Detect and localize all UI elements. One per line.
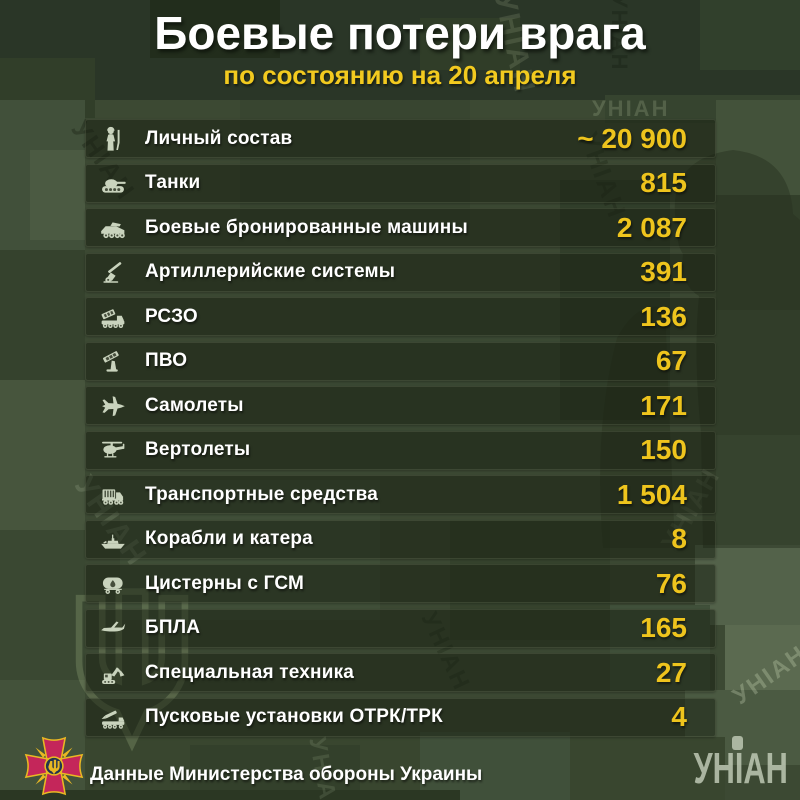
table-row: Цистерны с ГСМ 76: [85, 564, 716, 603]
camo-patch: [725, 625, 800, 690]
camo-patch: [0, 790, 460, 800]
camo-patch: [150, 0, 280, 58]
table-row: РСЗО 136: [85, 297, 716, 336]
row-label: Личный состав: [145, 127, 293, 149]
excavator-icon: [98, 658, 128, 688]
camo-patch: [700, 0, 800, 70]
table-row: Пусковые установки ОТРК/ТРК 4: [85, 697, 716, 737]
row-value: ~ 20 900: [577, 122, 687, 154]
row-value: 76: [655, 567, 687, 599]
mlrs-icon: [98, 302, 128, 332]
losses-table: Личный состав ~ 20 900 Танки 815 Боевые брон…: [85, 119, 716, 737]
unian-logo: УНІАН: [668, 733, 788, 795]
table-row: Артиллерийские системы 391: [85, 252, 716, 292]
row-label: Вертолеты: [145, 439, 251, 460]
table-row: Танки 815: [85, 163, 716, 203]
row-value: 2 087: [616, 211, 687, 243]
row-value: 391: [640, 256, 687, 287]
row-label: РСЗО: [145, 305, 198, 327]
helicopter-icon: [98, 435, 128, 465]
row-label: Транспортные средства: [145, 483, 379, 505]
apc-icon: [98, 213, 128, 243]
air-defense-icon: [98, 346, 128, 376]
row-value: 171: [640, 389, 687, 421]
camo-patch: [0, 530, 85, 680]
table-row: Вертолеты 150: [85, 430, 716, 470]
camo-patch: [0, 380, 85, 530]
drone-icon: [98, 613, 128, 643]
ship-icon: [98, 524, 128, 554]
row-value: 27: [655, 656, 687, 688]
table-row: Личный состав ~ 20 900: [85, 119, 716, 158]
table-row: Корабли и катера 8: [85, 519, 716, 559]
row-label: Танки: [145, 172, 201, 193]
armed-forces-emblem: [25, 736, 83, 795]
unian-logo-text: УНІАН: [693, 744, 788, 793]
row-value: 4: [671, 701, 687, 732]
unian-logo-dot: [732, 736, 743, 750]
camo-patch: [420, 18, 520, 70]
row-label: ПВО: [145, 350, 188, 371]
table-row: Специальная техника 27: [85, 653, 716, 692]
page-subtitle: по состоянию на 20 апреля: [223, 60, 577, 90]
page-title: Боевые потери врага: [154, 7, 646, 59]
row-label: Самолеты: [145, 394, 244, 416]
tank-icon: [98, 168, 128, 198]
row-value: 1 504: [616, 478, 687, 510]
row-label: Корабли и катера: [145, 528, 313, 549]
table-row: БПЛА 165: [85, 608, 716, 648]
row-value: 165: [640, 612, 687, 643]
artillery-icon: [98, 257, 128, 287]
row-label: Пусковые установки ОТРК/ТРК: [145, 706, 443, 727]
camo-patch: [30, 150, 85, 240]
row-label: Артиллерийские системы: [145, 261, 396, 282]
data-source-text: Данные Министерства обороны Украины: [90, 764, 483, 785]
row-value: 8: [671, 523, 687, 554]
fuel-tank-icon: [98, 569, 128, 599]
jet-icon: [98, 391, 128, 421]
table-row: Боевые бронированные машины 2 087: [85, 208, 716, 247]
table-row: Самолеты 171: [85, 386, 716, 425]
camo-patch: [420, 732, 570, 800]
truck-icon: [98, 480, 128, 510]
row-value: 67: [655, 345, 687, 376]
camo-patch: [0, 250, 85, 380]
row-value: 136: [640, 300, 687, 332]
watermark-text: УНІАН: [592, 96, 670, 121]
table-row: ПВО 67: [85, 341, 716, 381]
soldier-icon: [98, 124, 128, 154]
row-value: 815: [640, 167, 687, 198]
row-label: БПЛА: [145, 617, 201, 638]
row-label: Боевые бронированные машины: [145, 216, 468, 238]
row-value: 150: [640, 434, 687, 465]
table-row: Транспортные средства 1 504: [85, 475, 716, 514]
row-label: Специальная техника: [145, 661, 355, 683]
row-label: Цистерны с ГСМ: [145, 572, 305, 594]
missile-launcher-icon: [98, 702, 128, 732]
camo-patch: [0, 0, 800, 100]
